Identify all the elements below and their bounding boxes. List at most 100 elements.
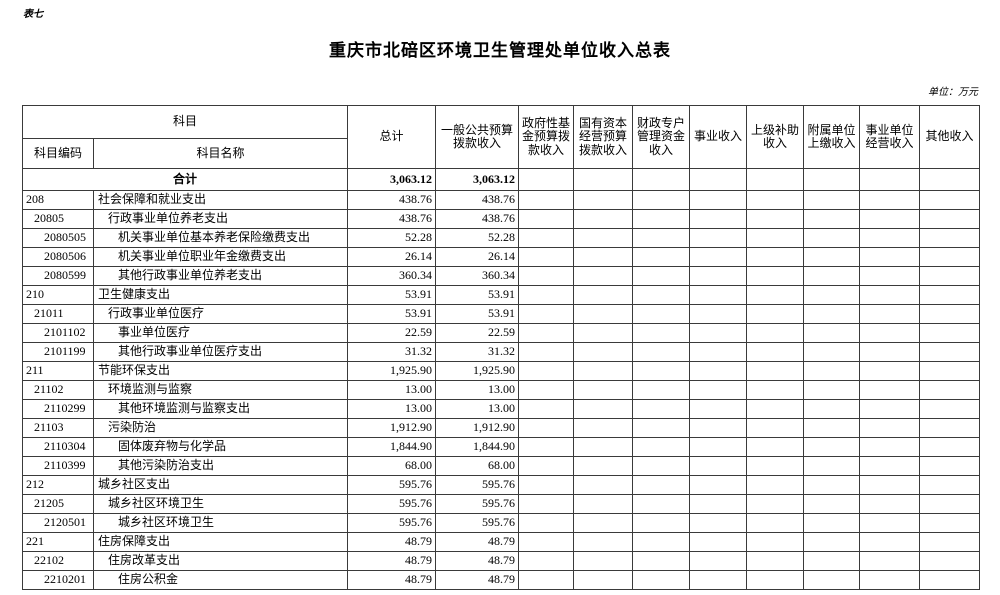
- empty-cell: [573, 456, 634, 476]
- empty-cell: [689, 190, 748, 210]
- empty-cell: [746, 304, 805, 324]
- empty-cell: [632, 266, 691, 286]
- empty-cell: [689, 380, 748, 400]
- empty-cell: [573, 342, 634, 362]
- subject-name-cell: 行政事业单位养老支出: [92, 209, 349, 229]
- table-row: 211 节能环保支出 1,925.90 1,925.90: [22, 361, 981, 381]
- col-header-other-income: 其他收入: [919, 105, 981, 169]
- table-row: 2101199 其他行政事业单位医疗支出 31.32 31.32: [22, 342, 981, 362]
- empty-cell: [859, 228, 921, 248]
- general-budget-cell: 438.76: [435, 209, 520, 229]
- empty-cell: [859, 551, 921, 571]
- subject-name-cell: 城乡社区环境卫生: [92, 494, 349, 514]
- empty-cell: [746, 323, 805, 343]
- table-row: 221 住房保障支出 48.79 48.79: [22, 532, 981, 552]
- empty-cell: [573, 437, 634, 457]
- general-budget-cell: 595.76: [435, 475, 520, 495]
- empty-cell: [859, 209, 921, 229]
- empty-cell: [859, 190, 921, 210]
- subject-name-cell: 城乡社区环境卫生: [92, 513, 349, 533]
- table-row: 2080506 机关事业单位职业年金缴费支出 26.14 26.14: [22, 247, 981, 267]
- empty-cell: [803, 168, 861, 191]
- subject-name-cell: 事业单位医疗: [92, 323, 349, 343]
- empty-cell: [518, 475, 575, 495]
- subject-name-header: 科目名称: [92, 138, 349, 169]
- empty-cell: [632, 228, 691, 248]
- total-cell: 1,925.90: [347, 361, 437, 381]
- total-cell: 595.76: [347, 475, 437, 495]
- empty-cell: [518, 361, 575, 381]
- empty-cell: [919, 494, 981, 514]
- empty-cell: [689, 266, 748, 286]
- col-header-gov-fund-budget: 政府性基金预算拨款收入: [518, 105, 575, 169]
- total-cell: 26.14: [347, 247, 437, 267]
- subject-name-cell: 其他环境监测与监察支出: [92, 399, 349, 419]
- empty-cell: [689, 342, 748, 362]
- empty-cell: [632, 247, 691, 267]
- subject-code-cell: 2210201: [22, 570, 94, 590]
- empty-cell: [746, 513, 805, 533]
- total-label-cell: 合计: [21, 168, 349, 191]
- total-cell: 438.76: [347, 190, 437, 210]
- total-cell: 31.32: [347, 342, 437, 362]
- empty-cell: [859, 418, 921, 438]
- table-row: 2101102 事业单位医疗 22.59 22.59: [22, 323, 981, 343]
- general-budget-cell: 1,925.90: [435, 361, 520, 381]
- subject-name-cell: 其他行政事业单位医疗支出: [92, 342, 349, 362]
- empty-cell: [632, 342, 691, 362]
- empty-cell: [803, 532, 861, 552]
- empty-cell: [803, 247, 861, 267]
- total-cell: 360.34: [347, 266, 437, 286]
- empty-cell: [919, 513, 981, 533]
- empty-cell: [746, 570, 805, 590]
- empty-cell: [919, 475, 981, 495]
- col-header-business-operation: 事业单位经营收入: [859, 105, 921, 169]
- empty-cell: [518, 323, 575, 343]
- empty-cell: [573, 323, 634, 343]
- empty-cell: [689, 399, 748, 419]
- empty-cell: [518, 304, 575, 324]
- subject-code-cell: 21102: [22, 380, 94, 400]
- empty-cell: [573, 304, 634, 324]
- empty-cell: [632, 399, 691, 419]
- general-budget-cell: 13.00: [435, 380, 520, 400]
- empty-cell: [919, 361, 981, 381]
- empty-cell: [803, 361, 861, 381]
- empty-cell: [859, 247, 921, 267]
- empty-cell: [919, 418, 981, 438]
- empty-cell: [919, 342, 981, 362]
- empty-cell: [689, 551, 748, 571]
- empty-cell: [573, 494, 634, 514]
- subject-name-cell: 住房保障支出: [92, 532, 349, 552]
- empty-cell: [573, 513, 634, 533]
- subject-name-cell: 固体废弃物与化学品: [92, 437, 349, 457]
- empty-cell: [919, 323, 981, 343]
- empty-cell: [919, 437, 981, 457]
- empty-cell: [632, 285, 691, 305]
- subject-name-cell: 住房改革支出: [92, 551, 349, 571]
- empty-cell: [803, 418, 861, 438]
- empty-cell: [518, 380, 575, 400]
- empty-cell: [859, 361, 921, 381]
- empty-cell: [573, 551, 634, 571]
- empty-cell: [803, 285, 861, 305]
- empty-cell: [746, 228, 805, 248]
- table-row: 2210201 住房公积金 48.79 48.79: [22, 570, 981, 590]
- subject-name-cell: 其他污染防治支出: [92, 456, 349, 476]
- empty-cell: [573, 380, 634, 400]
- total-cell: 13.00: [347, 399, 437, 419]
- general-budget-cell: 13.00: [435, 399, 520, 419]
- col-header-superior-subsidy: 上级补助收入: [746, 105, 805, 169]
- empty-cell: [573, 228, 634, 248]
- empty-cell: [919, 190, 981, 210]
- general-budget-cell: 53.91: [435, 304, 520, 324]
- empty-cell: [746, 380, 805, 400]
- empty-cell: [632, 570, 691, 590]
- empty-cell: [859, 456, 921, 476]
- empty-cell: [518, 399, 575, 419]
- empty-cell: [859, 475, 921, 495]
- subject-name-cell: 其他行政事业单位养老支出: [92, 266, 349, 286]
- empty-cell: [573, 168, 634, 191]
- subject-name-cell: 行政事业单位医疗: [92, 304, 349, 324]
- empty-cell: [518, 209, 575, 229]
